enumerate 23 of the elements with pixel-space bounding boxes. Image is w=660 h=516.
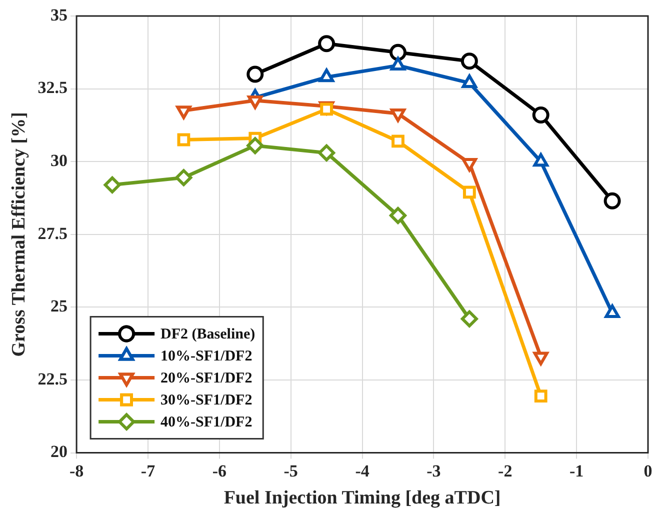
y-tick-label: 30 — [50, 150, 68, 170]
x-tick-label: -6 — [212, 461, 226, 480]
y-tick-label: 22.5 — [38, 369, 68, 388]
legend-label: 40%-SF1/DF2 — [160, 414, 252, 431]
x-tick-label: -4 — [355, 461, 370, 480]
y-tick-label: 20 — [50, 442, 68, 462]
x-tick-label: -5 — [284, 461, 298, 480]
y-tick-label: 35 — [50, 5, 68, 24]
legend-label: 10%-SF1/DF2 — [160, 348, 252, 365]
x-tick-label: -1 — [569, 461, 584, 480]
x-axis-title: Fuel Injection Timing [deg aTDC] — [224, 488, 501, 509]
legend-label: 20%-SF1/DF2 — [160, 370, 252, 387]
x-tick-label: 0 — [644, 461, 652, 480]
y-tick-label: 32.5 — [38, 78, 68, 98]
legend-label: 30%-SF1/DF2 — [160, 392, 252, 409]
y-tick-label: 25 — [50, 296, 68, 316]
legend-label: DF2 (Baseline) — [160, 326, 256, 343]
x-tick-label: -8 — [69, 461, 84, 480]
x-tick-label: -3 — [426, 461, 441, 480]
x-tick-label: -2 — [498, 461, 512, 480]
y-axis-title: Gross Thermal Efficiency [%] — [8, 112, 30, 357]
x-tick-label: -7 — [140, 461, 156, 480]
y-tick-label: 27.5 — [38, 224, 68, 243]
